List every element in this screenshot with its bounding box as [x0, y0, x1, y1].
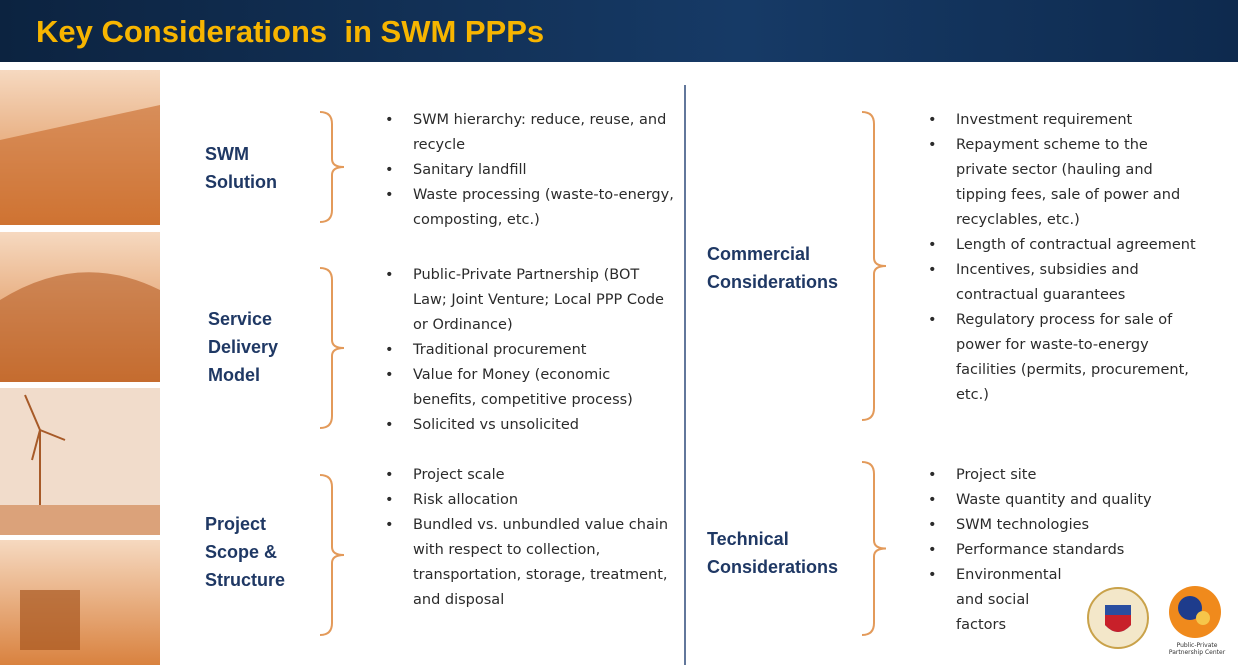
- logo-caption: Public-Private Partnership Center: [1162, 642, 1232, 656]
- brace: [320, 112, 344, 222]
- bullet-item: SWM hierarchy: reduce, reuse, and recycl…: [385, 108, 675, 158]
- bullet-item: Length of contractual agreement: [928, 233, 1198, 258]
- bullet-item: Project site: [928, 463, 1228, 488]
- bullet-item: Public-Private Partnership (BOT Law; Joi…: [385, 263, 675, 338]
- bullet-item: Waste quantity and quality: [928, 488, 1228, 513]
- bullet-list: Public-Private Partnership (BOT Law; Joi…: [385, 263, 675, 438]
- section-label: SWM Solution: [205, 140, 315, 196]
- section-label: Technical Considerations: [707, 525, 857, 581]
- brace: [862, 112, 886, 420]
- slide-title: Key Considerations in SWM PPPs: [36, 14, 544, 50]
- bullet-item: Performance standards: [928, 538, 1228, 563]
- slide: Key Considerations in SWM PPPs Public-Pr…: [0, 0, 1238, 665]
- bullet-item: Value for Money (economic benefits, comp…: [385, 363, 675, 413]
- section-label: Service Delivery Model: [208, 305, 318, 389]
- bullet-item: Repayment scheme to the private sector (…: [928, 133, 1198, 233]
- bullet-item: Environmental and social factors: [928, 563, 1066, 638]
- section-label: Commercial Considerations: [707, 240, 857, 296]
- bullet-list: Investment requirementRepayment scheme t…: [928, 108, 1198, 408]
- brace: [320, 475, 344, 635]
- bullet-item: Sanitary landfill: [385, 158, 675, 183]
- bullet-item: Regulatory process for sale of power for…: [928, 308, 1198, 408]
- brace: [862, 462, 886, 635]
- bullet-item: Investment requirement: [928, 108, 1198, 133]
- brace: [320, 268, 344, 428]
- bullet-item: SWM technologies: [928, 513, 1228, 538]
- bullet-item: Traditional procurement: [385, 338, 675, 363]
- section-label: Project Scope & Structure: [205, 510, 315, 594]
- bullet-list: Project siteWaste quantity and qualitySW…: [928, 463, 1228, 638]
- bullet-item: Incentives, subsidies and contractual gu…: [928, 258, 1198, 308]
- bullet-item: Bundled vs. unbundled value chain with r…: [385, 513, 675, 613]
- photo-strip: [0, 70, 160, 665]
- bullet-list: Project scaleRisk allocationBundled vs. …: [385, 463, 675, 613]
- bullet-item: Project scale: [385, 463, 675, 488]
- bullet-item: Solicited vs unsolicited: [385, 413, 675, 438]
- bullet-list: SWM hierarchy: reduce, reuse, and recycl…: [385, 108, 675, 233]
- bullet-item: Waste processing (waste-to-energy, compo…: [385, 183, 675, 233]
- bullet-item: Risk allocation: [385, 488, 675, 513]
